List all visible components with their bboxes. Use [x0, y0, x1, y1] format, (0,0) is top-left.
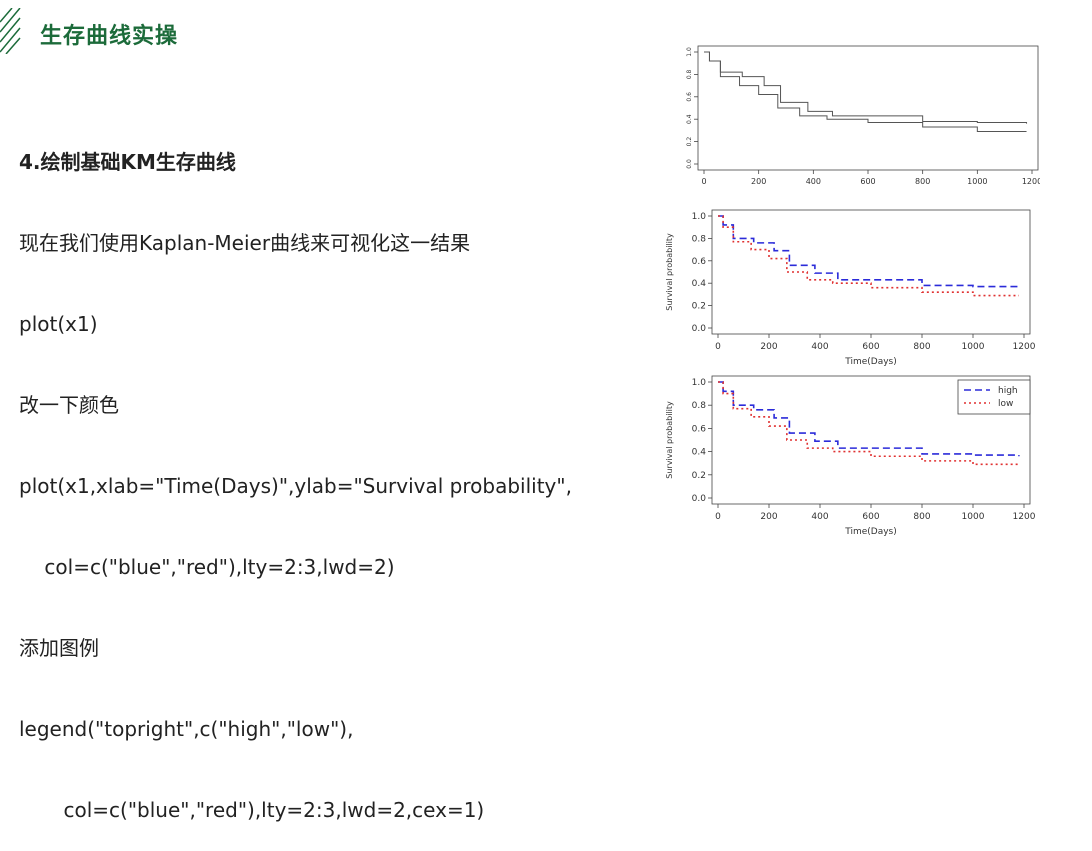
- x-tick-label: 200: [760, 512, 777, 522]
- km-plot-basic: 0 200 400 600 800 1000 1200 0.0 0.2 0.4 0.6 0.8 1.0: [686, 45, 1040, 186]
- text-line: plot(x1,xlab="Time(Days)",ylab="Survival…: [19, 474, 572, 498]
- x-tick-label: 600: [862, 512, 879, 522]
- x-tick-label: 600: [860, 177, 875, 186]
- x-tick-label: 200: [751, 177, 766, 186]
- text-line: plot(x1): [19, 312, 98, 336]
- y-tick-label: 0.4: [692, 279, 707, 289]
- survival-curve-series-2: [704, 51, 1027, 133]
- y-tick-label: 0.0: [686, 159, 693, 169]
- x-tick-label: 200: [760, 342, 777, 352]
- y-tick-label: 0.2: [692, 302, 706, 312]
- x-tick-label: 400: [811, 512, 828, 522]
- x-tick-label: 0: [715, 512, 721, 522]
- y-tick-label: 0.8: [686, 69, 693, 79]
- survival-curve-high: [718, 381, 1020, 457]
- x-tick-label: 400: [811, 342, 828, 352]
- y-tick-label: 0.4: [692, 448, 707, 458]
- slide-title: 生存曲线实操: [40, 24, 179, 49]
- text-line: 现在我们使用Kaplan-Meier曲线来可视化这一结果: [19, 231, 471, 255]
- x-tick-label: 600: [862, 342, 879, 352]
- plot-frame: [697, 45, 1039, 171]
- x-tick-label: 1000: [962, 342, 985, 352]
- y-tick-label: 0.8: [692, 234, 707, 244]
- x-tick-label: 1000: [962, 512, 985, 522]
- y-tick-label: 0.8: [692, 401, 707, 411]
- y-axis-label: Survival probability: [665, 233, 674, 311]
- x-tick-label: 0: [715, 342, 721, 352]
- x-tick-label: 800: [913, 342, 930, 352]
- text-line: col=c("blue","red"),lty=2:3,lwd=2): [19, 555, 395, 579]
- section-heading: 4.绘制基础KM生存曲线: [19, 150, 236, 174]
- survival-curve-low: [718, 381, 1019, 466]
- x-tick-label: 800: [915, 177, 930, 186]
- y-tick-label: 1.0: [686, 47, 693, 57]
- y-tick-label: 0.6: [686, 92, 693, 102]
- x-tick-label: 1000: [967, 177, 987, 186]
- y-tick-label: 0.2: [686, 137, 693, 147]
- km-plot-legend: 0 200 400 600 800 1000 1200 0.0 0.2 0.4 0.6 0.8 1.0 T…: [665, 375, 1036, 537]
- y-tick-label: 0.6: [692, 257, 707, 267]
- legend-box: [957, 379, 1031, 415]
- text-line: 添加图例: [19, 636, 99, 660]
- stripes-decoration-icon: [0, 8, 21, 54]
- legend-label: low: [998, 399, 1013, 409]
- slide-header: 生存曲线实操: [0, 0, 1092, 60]
- y-tick-label: 0.2: [692, 471, 706, 481]
- survival-curve-series-1: [704, 51, 1028, 124]
- y-tick-label: 1.0: [692, 212, 707, 222]
- x-axis-label: Time(Days): [844, 527, 897, 537]
- x-tick-label: 1200: [1013, 512, 1036, 522]
- y-axis-label: Survival probability: [665, 401, 674, 479]
- text-line: legend("topright",c("high","low"),: [19, 717, 354, 741]
- km-plot-colored: 0 200 400 600 800 1000 1200 0.0 0.2 0.4 0.6 0.8 1.0 T…: [665, 209, 1036, 367]
- x-tick-label: 1200: [1013, 342, 1036, 352]
- text-line: 改一下颜色: [19, 393, 119, 417]
- survival-curve-series-1: [718, 215, 1020, 288]
- plot-frame: [711, 209, 1031, 335]
- x-tick-label: 1200: [1022, 177, 1040, 186]
- x-tick-label: 400: [806, 177, 821, 186]
- x-tick-label: 0: [701, 177, 706, 186]
- y-tick-label: 0.0: [692, 494, 707, 504]
- legend-label: high: [998, 386, 1018, 396]
- survival-curve-series-2: [718, 215, 1019, 297]
- y-tick-label: 0.0: [692, 324, 707, 334]
- x-tick-label: 800: [913, 512, 930, 522]
- y-tick-label: 0.6: [692, 424, 707, 434]
- y-tick-label: 0.4: [686, 114, 693, 124]
- x-axis-label: Time(Days): [844, 357, 897, 367]
- text-line: col=c("blue","red"),lty=2:3,lwd=2,cex=1): [19, 798, 485, 822]
- y-tick-label: 1.0: [692, 378, 707, 388]
- code-explanation: 4.绘制基础KM生存曲线 现在我们使用Kaplan-Meier曲线来可视化这一结…: [19, 95, 572, 851]
